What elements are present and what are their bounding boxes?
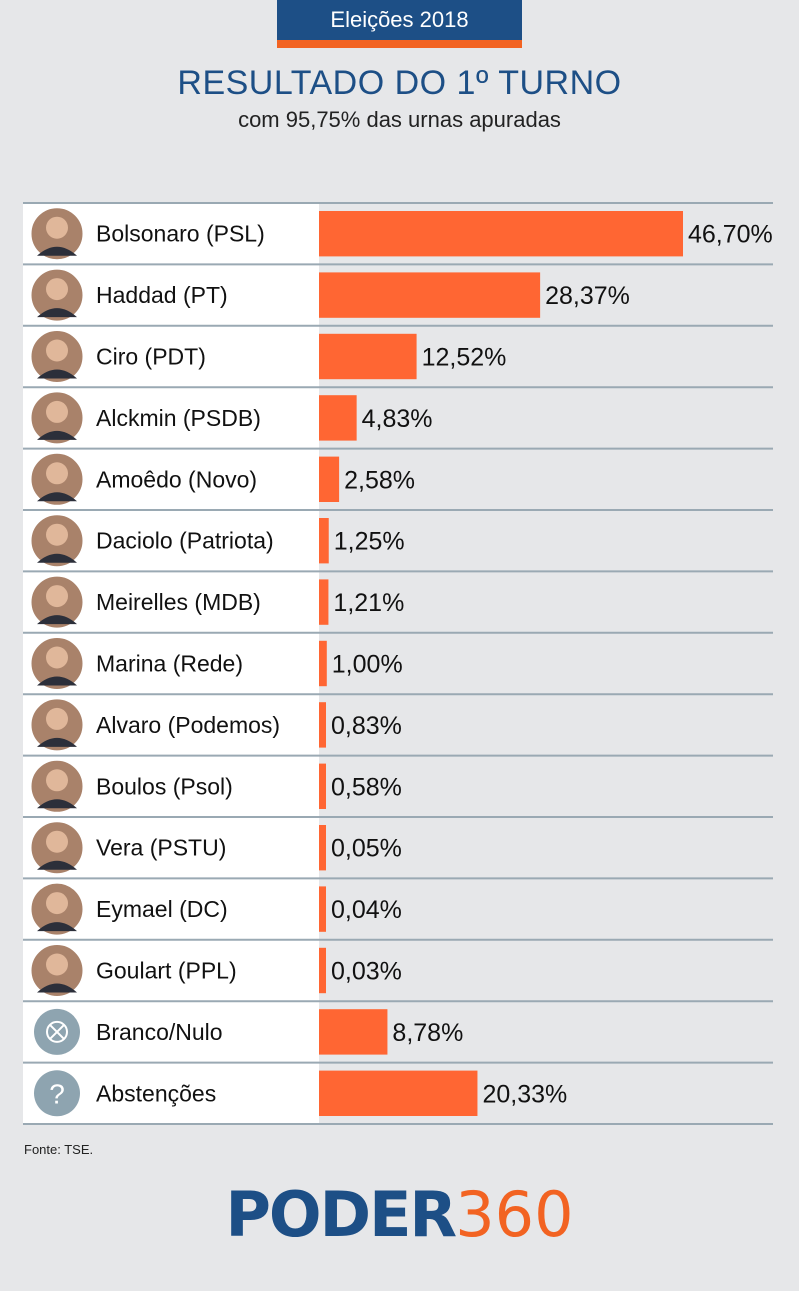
category-label: Boulos (Psol) [96,773,233,799]
value-label: 12,52% [422,344,507,372]
result-bar [319,1070,478,1116]
value-label: 1,21% [333,589,404,617]
value-label: 46,70% [688,221,773,249]
value-label: 0,04% [331,896,402,924]
result-bar [319,579,329,625]
candidate-face-icon [46,585,68,608]
result-bar [319,333,417,380]
blank-null-cross-icon [49,1024,65,1040]
value-label: 4,83% [362,405,433,433]
candidate-shoulders-icon [37,369,77,379]
logo-word: PODER [225,1178,457,1251]
category-label: Marina (Rede) [96,651,243,677]
value-label: 8,78% [392,1019,463,1047]
candidate-shoulders-icon [37,308,77,318]
question-mark-icon: ? [49,1078,65,1109]
value-label: 0,03% [331,958,402,986]
category-label: Ciro (PDT) [96,344,206,370]
result-bar [319,1009,388,1055]
candidate-face-icon [46,462,68,485]
blank-null-ring-icon [46,1020,68,1043]
result-bar [319,456,340,502]
result-bar [319,702,326,748]
candidate-shoulders-icon [37,615,77,625]
candidate-shoulders-icon [37,553,77,563]
value-label: 1,00% [332,651,403,679]
page-title: RESULTADO DO 1º TURNO [177,64,622,102]
candidate-face-icon [46,707,68,730]
category-label: Daciolo (Patriota) [96,528,274,554]
category-label: Alckmin (PSDB) [96,405,261,431]
value-label: 0,83% [331,712,402,740]
value-label: 0,58% [331,773,402,801]
result-bar [319,825,326,871]
result-bar [319,886,326,932]
value-label: 2,58% [344,466,415,494]
category-label: Meirelles (MDB) [96,589,261,615]
value-label: 28,37% [545,282,630,310]
candidate-shoulders-icon [37,492,77,502]
candidate-shoulders-icon [37,430,77,440]
candidate-shoulders-icon [37,737,77,747]
category-label: Bolsonaro (PSL) [96,221,265,247]
question-icon [34,1070,80,1117]
value-label: 0,05% [331,835,402,863]
category-label: Vera (PSTU) [96,835,226,861]
candidate-face-icon [46,400,68,423]
category-label: Haddad (PT) [96,282,228,308]
category-label: Eymael (DC) [96,896,228,922]
header-tag: Eleições 2018 [277,0,522,40]
source-note: Fonte: TSE. [24,1142,94,1157]
category-label: Goulart (PPL) [96,958,237,984]
result-bar [319,272,541,318]
candidate-face-icon [46,646,68,669]
candidate-shoulders-icon [37,983,77,993]
results-bar-chart: Bolsonaro (PSL) 46,70% Haddad (PT) 28,37% Ci… [23,202,773,1125]
candidate-face-icon [46,216,68,239]
result-bar [319,947,326,994]
value-label: 1,25% [334,528,405,556]
logo-number: 360 [455,1178,574,1251]
candidate-face-icon [46,830,68,853]
candidate-shoulders-icon [37,922,77,932]
candidate-face-icon [46,892,68,915]
category-label: Amoêdo (Novo) [96,466,257,492]
candidate-face-icon [46,953,68,976]
candidate-shoulders-icon [37,799,77,809]
value-label: 20,33% [482,1080,567,1108]
candidate-shoulders-icon [37,860,77,870]
result-bar [319,640,327,687]
result-bar [319,395,357,441]
page-subtitle: com 95,75% das urnas apuradas [238,107,561,132]
candidate-face-icon [46,769,68,792]
category-label: Alvaro (Podemos) [96,712,280,738]
candidate-shoulders-icon [37,246,77,256]
candidate-face-icon [46,278,68,301]
category-label: Branco/Nulo [96,1019,223,1045]
candidate-face-icon [46,339,68,362]
candidate-face-icon [46,523,68,546]
result-bar [319,211,683,257]
result-bar [319,518,329,564]
poder360-logo: PODER360 [0,1182,799,1248]
header-accent-stripe [277,40,522,48]
result-bar [319,763,326,809]
candidate-shoulders-icon [37,676,77,686]
category-label: Abstenções [96,1080,216,1106]
